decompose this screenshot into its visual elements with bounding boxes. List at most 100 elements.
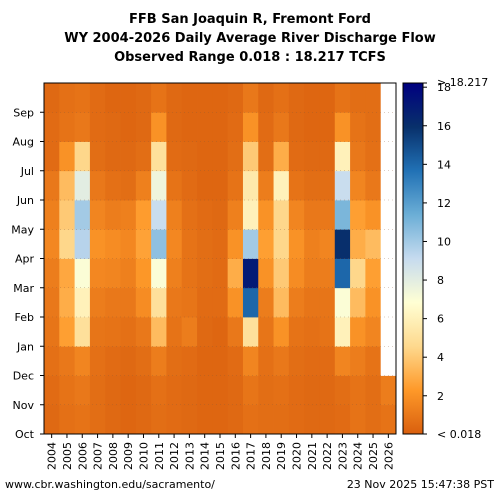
heatmap-cell-2006-apr [74,229,91,259]
heatmap-cell-2012-jun [166,170,183,201]
heatmap-cell-2026-apr [380,229,397,259]
colorbar-tick-label-6: 6 [437,313,444,326]
heatmap-cell-2026-dec [380,346,397,376]
heatmap-cell-2023-jul [334,141,351,172]
heatmap-cell-2026-mar [380,258,397,289]
heatmap-cell-2024-sep [350,83,366,113]
month-gridlines [44,111,396,406]
colorbar-tick-label-8: 8 [437,274,444,287]
heatmap-cell-2012-dec [166,346,183,376]
heatmap-cell-2008-sep [105,83,121,113]
heatmap-cell-2017-dec [242,346,259,376]
source-url: www.cbr.washington.edu/sacramento/ [5,478,215,491]
y-tick-label-nov: Nov [13,399,35,412]
x-tick-label-2013: 2013 [183,442,196,470]
heatmap-cell-2008-apr [105,229,121,259]
heatmap-cell-2021-sep [304,83,320,113]
heatmap-cell-2016-nov [227,375,244,406]
heatmap-cell-2022-dec [319,346,336,376]
x-tick-label-2015: 2015 [214,442,227,470]
heatmap-cell-2023-dec [334,346,351,376]
heatmap-cell-2024-jun [350,170,366,201]
y-axis-months: Oct Nov Dec Jan Feb Mar Apr May Jun Jul Aug Sep [11,106,44,441]
heatmap-cell-2024-may [350,200,366,230]
heatmap-cell-2021-jan [304,317,320,347]
heatmap-cell-2004-apr [44,229,60,259]
heatmap-cell-2014-mar [197,258,213,289]
y-tick-label-dec: Dec [13,370,34,383]
heatmap-cell-2006-may [74,200,91,230]
heatmap-cell-2021-oct [304,404,320,435]
heatmap-cell-2007-apr [89,229,106,259]
heatmap-cell-2012-apr [166,229,183,259]
chart-title-line-2: WY 2004-2026 Daily Average River Dischar… [64,31,436,46]
colorbar-tick-label-2: 2 [437,390,444,403]
heatmap-cell-2026-jul [380,141,397,172]
heatmap-cell-2024-dec [350,346,366,376]
heatmap-cell-2010-aug [135,112,152,142]
heatmap-cell-2008-feb [105,287,121,318]
x-tick-label-2023: 2023 [336,442,349,470]
heatmap-cell-2004-nov [44,375,60,406]
heatmap-cell-2005-dec [59,346,75,376]
heatmap-cell-2025-sep [365,83,382,113]
heatmap-cell-2009-mar [120,258,137,289]
heatmap-cell-2009-jan [120,317,137,347]
heatmap-cell-2018-feb [258,287,274,318]
heatmap-cell-2022-nov [319,375,336,406]
colorbar-tick-label-14: 14 [437,158,451,171]
heatmap-cell-2014-dec [197,346,213,376]
x-tick-label-2016: 2016 [229,442,242,470]
heatmap-cell-2007-mar [89,258,106,289]
heatmap-cell-2011-jun [151,170,167,201]
heatmap-cell-2012-aug [166,112,183,142]
heatmap-cell-2023-feb [334,287,351,318]
heatmap-cell-2004-oct [44,404,60,435]
heatmap-cell-2013-aug [181,112,198,142]
heatmap-cell-2015-may [212,200,229,230]
heatmap-cell-2014-jan [197,317,213,347]
heatmap-cell-2026-jan [380,317,397,347]
heatmap-cell-2023-aug [334,112,351,142]
colorbar-min-label: < 0.018 [437,428,481,441]
heatmap-cell-2016-jun [227,170,244,201]
heatmap-cell-2006-oct [74,404,91,435]
heatmap-cell-2010-jun [135,170,152,201]
x-tick-label-2009: 2009 [122,442,135,470]
colorbar-tick-label-4: 4 [437,351,444,364]
heatmap-cell-2011-dec [151,346,167,376]
heatmap-cell-2011-nov [151,375,167,406]
y-tick-label-feb: Feb [15,311,34,324]
heatmap-cell-2019-mar [273,258,290,289]
heatmap-cell-2019-jul [273,141,290,172]
heatmap-cell-2017-nov [242,375,259,406]
heatmap-cell-2012-oct [166,404,183,435]
x-tick-label-2022: 2022 [321,442,334,470]
heatmap-cell-2026-feb [380,287,397,318]
heatmap-cell-2012-feb [166,287,183,318]
heatmap-cell-2005-sep [59,83,75,113]
heatmap-cell-2020-sep [288,83,305,113]
heatmap-cell-2020-mar [288,258,305,289]
chart-title-line-1: FFB San Joaquin R, Fremont Ford [129,12,371,27]
heatmap-cell-2009-aug [120,112,137,142]
heatmap-cell-2024-jul [350,141,366,172]
heatmap-cell-2008-aug [105,112,121,142]
colorbar-gradient [402,82,424,435]
heatmap-cell-2022-oct [319,404,336,435]
heatmap-cell-2019-jan [273,317,290,347]
heatmap-cell-2019-aug [273,112,290,142]
heatmap-cell-2015-nov [212,375,229,406]
heatmap-cell-2021-mar [304,258,320,289]
heatmap-cell-2026-oct [380,404,397,435]
heatmap-cell-2015-apr [212,229,229,259]
heatmap-cell-2022-feb [319,287,336,318]
heatmap-cell-2009-may [120,200,137,230]
heatmap-cell-2022-aug [319,112,336,142]
heatmap-cell-2007-may [89,200,106,230]
heatmap-cell-2021-may [304,200,320,230]
heatmap-cell-2006-nov [74,375,91,406]
heatmap-cell-2010-sep [135,83,152,113]
heatmap-cell-2014-sep [197,83,213,113]
heatmap-cell-2016-mar [227,258,244,289]
